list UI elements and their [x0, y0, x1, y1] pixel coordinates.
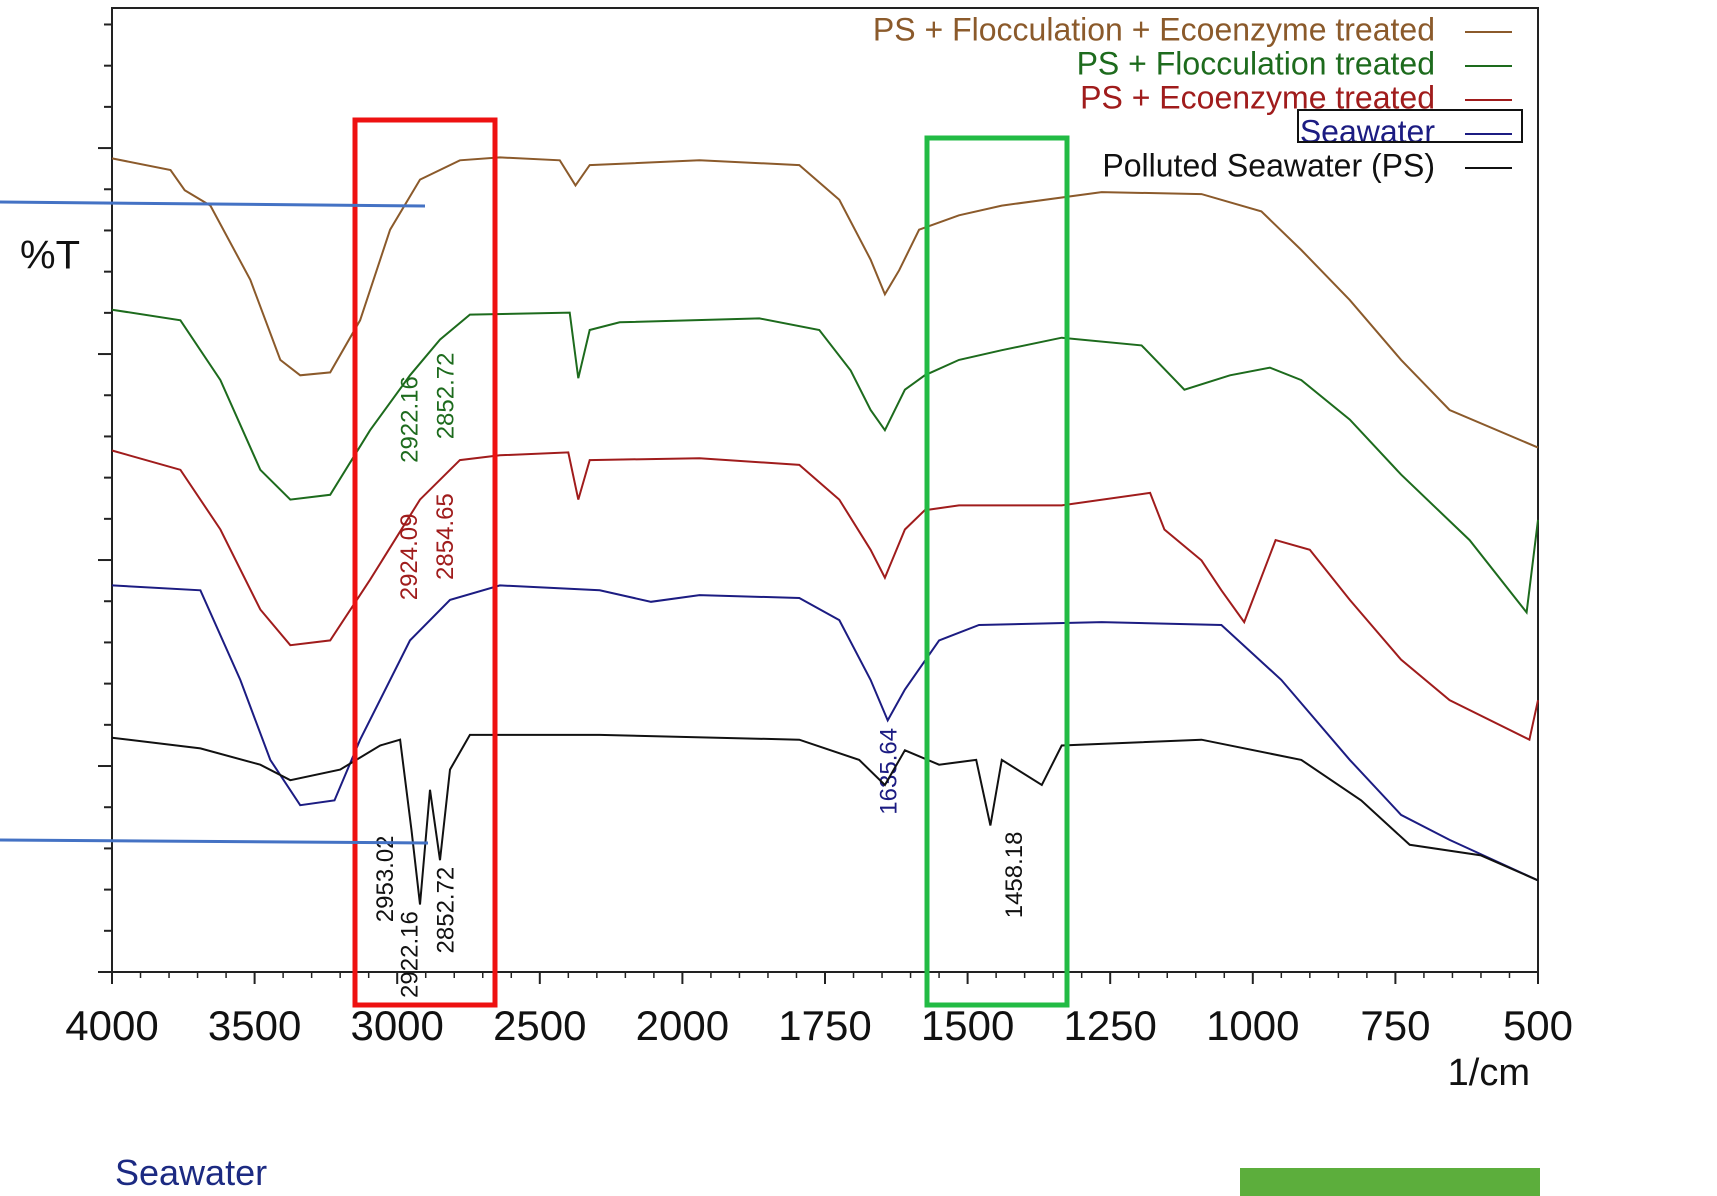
spectrum-line	[111, 449, 1539, 742]
y-axis-label: %T	[20, 234, 80, 278]
highlight-box-green	[924, 135, 1070, 1008]
peak-label: 2922.16	[397, 376, 424, 463]
spectrum-line	[111, 308, 1539, 615]
legend-label: PS + Flocculation + Ecoenzyme treated	[873, 11, 1435, 47]
legend-highlight	[1297, 109, 1523, 143]
guide-line	[0, 200, 426, 208]
legend-label: Seawater	[1300, 113, 1436, 149]
x-tick-label: 1000	[1206, 1002, 1299, 1049]
x-tick-label: 4000	[65, 1002, 158, 1049]
legend-label: PS + Flocculation treated	[1077, 45, 1435, 81]
guide-line	[0, 838, 429, 845]
peak-label: 2854.65	[432, 493, 459, 580]
x-tick-label: 1500	[921, 1002, 1014, 1049]
caption: Seawater	[115, 1152, 267, 1193]
peak-label: 2953.02	[372, 835, 399, 922]
x-tick-label: 3500	[208, 1002, 301, 1049]
x-tick-label: 2500	[493, 1002, 586, 1049]
highlight-box-red	[352, 117, 498, 1008]
spectrum-line	[111, 156, 1539, 449]
x-tick-label: 1750	[778, 1002, 871, 1049]
peak-label: 2852.72	[433, 867, 460, 954]
peak-label: 1458.18	[1001, 832, 1028, 919]
spectrum-line	[111, 733, 1539, 905]
x-tick-label: 500	[1503, 1002, 1573, 1049]
x-tick-label: 3000	[350, 1002, 443, 1049]
x-tick-label: 2000	[636, 1002, 729, 1049]
x-axis-label: 1/cm	[1448, 1052, 1530, 1094]
plot-area: 4000 3500 3000 2500 2000 1750 1500 1250 1000 750 5…	[65, 11, 1573, 1049]
x-tick-label: 750	[1360, 1002, 1430, 1049]
peak-label: 1635.64	[876, 728, 903, 815]
x-tick-label: 1250	[1063, 1002, 1156, 1049]
peak-label: 2852.72	[433, 353, 460, 440]
peak-label: 2924.09	[396, 514, 423, 601]
spectrum-line	[111, 584, 1539, 882]
legend-label: Polluted Seawater (PS)	[1102, 147, 1435, 183]
slide-decoration	[1240, 1168, 1540, 1196]
peak-label: 2922.16	[397, 911, 424, 998]
